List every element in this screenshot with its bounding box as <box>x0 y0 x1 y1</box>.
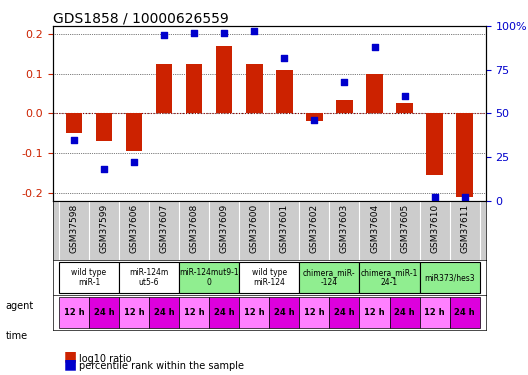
FancyBboxPatch shape <box>59 262 119 293</box>
Bar <box>306 113 323 122</box>
FancyBboxPatch shape <box>420 262 480 293</box>
Text: 12 h: 12 h <box>63 308 84 317</box>
Text: miR-124m
ut5-6: miR-124m ut5-6 <box>129 268 168 287</box>
FancyBboxPatch shape <box>149 297 179 328</box>
Bar <box>186 64 202 113</box>
Text: time: time <box>5 331 27 340</box>
Text: GSM37607: GSM37607 <box>159 204 168 253</box>
Bar <box>96 113 112 141</box>
FancyBboxPatch shape <box>299 262 360 293</box>
Text: chimera_miR-
-124: chimera_miR- -124 <box>303 268 356 287</box>
FancyBboxPatch shape <box>420 297 450 328</box>
Text: miR373/hes3: miR373/hes3 <box>425 273 475 282</box>
FancyBboxPatch shape <box>179 297 209 328</box>
Text: 24 h: 24 h <box>214 308 234 317</box>
Text: GSM37604: GSM37604 <box>370 204 379 253</box>
Bar <box>65 113 82 133</box>
FancyBboxPatch shape <box>239 262 299 293</box>
Bar <box>456 113 473 196</box>
Text: ■: ■ <box>63 357 77 371</box>
Bar <box>246 64 262 113</box>
Text: GSM37601: GSM37601 <box>280 204 289 253</box>
Point <box>400 93 409 99</box>
Text: 24 h: 24 h <box>274 308 295 317</box>
Text: agent: agent <box>5 301 34 310</box>
Text: 24 h: 24 h <box>334 308 355 317</box>
FancyBboxPatch shape <box>239 297 269 328</box>
Text: GSM37602: GSM37602 <box>310 204 319 253</box>
Bar <box>336 99 353 113</box>
Text: GSM37610: GSM37610 <box>430 204 439 253</box>
Point <box>310 117 318 123</box>
Text: GSM37609: GSM37609 <box>220 204 229 253</box>
Point <box>430 194 439 200</box>
Text: GSM37605: GSM37605 <box>400 204 409 253</box>
Text: 12 h: 12 h <box>425 308 445 317</box>
Text: 12 h: 12 h <box>184 308 204 317</box>
Text: ■: ■ <box>63 350 77 364</box>
Bar <box>276 70 293 113</box>
Point <box>340 79 348 85</box>
Text: GDS1858 / 10000626559: GDS1858 / 10000626559 <box>53 11 229 25</box>
Text: percentile rank within the sample: percentile rank within the sample <box>79 361 244 371</box>
Point <box>190 30 199 36</box>
FancyBboxPatch shape <box>269 297 299 328</box>
Text: chimera_miR-1
24-1: chimera_miR-1 24-1 <box>361 268 418 287</box>
Text: 24 h: 24 h <box>154 308 174 317</box>
Text: wild type
miR-124: wild type miR-124 <box>252 268 287 287</box>
Bar <box>427 113 443 175</box>
FancyBboxPatch shape <box>89 297 119 328</box>
Point <box>280 55 288 61</box>
Bar <box>397 104 413 113</box>
FancyBboxPatch shape <box>360 262 420 293</box>
Point <box>160 32 168 38</box>
Point <box>220 30 229 36</box>
FancyBboxPatch shape <box>179 262 239 293</box>
Point <box>460 194 469 200</box>
Point <box>100 166 108 172</box>
Text: GSM37599: GSM37599 <box>99 204 108 253</box>
Bar <box>366 74 383 113</box>
Text: 12 h: 12 h <box>124 308 144 317</box>
Text: GSM37606: GSM37606 <box>129 204 138 253</box>
Text: GSM37611: GSM37611 <box>460 204 469 253</box>
FancyBboxPatch shape <box>450 297 480 328</box>
Text: GSM37598: GSM37598 <box>69 204 78 253</box>
FancyBboxPatch shape <box>119 297 149 328</box>
Text: 24 h: 24 h <box>93 308 114 317</box>
Text: 24 h: 24 h <box>394 308 415 317</box>
FancyBboxPatch shape <box>299 297 329 328</box>
Bar <box>156 64 172 113</box>
Text: miR-124mut9-1
0: miR-124mut9-1 0 <box>180 268 239 287</box>
Text: wild type
miR-1: wild type miR-1 <box>71 268 107 287</box>
Text: GSM37600: GSM37600 <box>250 204 259 253</box>
FancyBboxPatch shape <box>209 297 239 328</box>
FancyBboxPatch shape <box>59 297 89 328</box>
FancyBboxPatch shape <box>390 297 420 328</box>
Bar <box>126 113 142 151</box>
Point <box>370 44 379 50</box>
Text: 12 h: 12 h <box>364 308 385 317</box>
FancyBboxPatch shape <box>119 262 179 293</box>
Text: GSM37603: GSM37603 <box>340 204 349 253</box>
Text: 12 h: 12 h <box>304 308 325 317</box>
Point <box>130 159 138 165</box>
Bar <box>216 46 232 113</box>
FancyBboxPatch shape <box>329 297 360 328</box>
Point <box>250 28 259 34</box>
Text: 12 h: 12 h <box>244 308 265 317</box>
FancyBboxPatch shape <box>360 297 390 328</box>
Text: log10 ratio: log10 ratio <box>79 354 132 364</box>
Text: 24 h: 24 h <box>455 308 475 317</box>
Text: GSM37608: GSM37608 <box>190 204 199 253</box>
Point <box>70 136 78 142</box>
